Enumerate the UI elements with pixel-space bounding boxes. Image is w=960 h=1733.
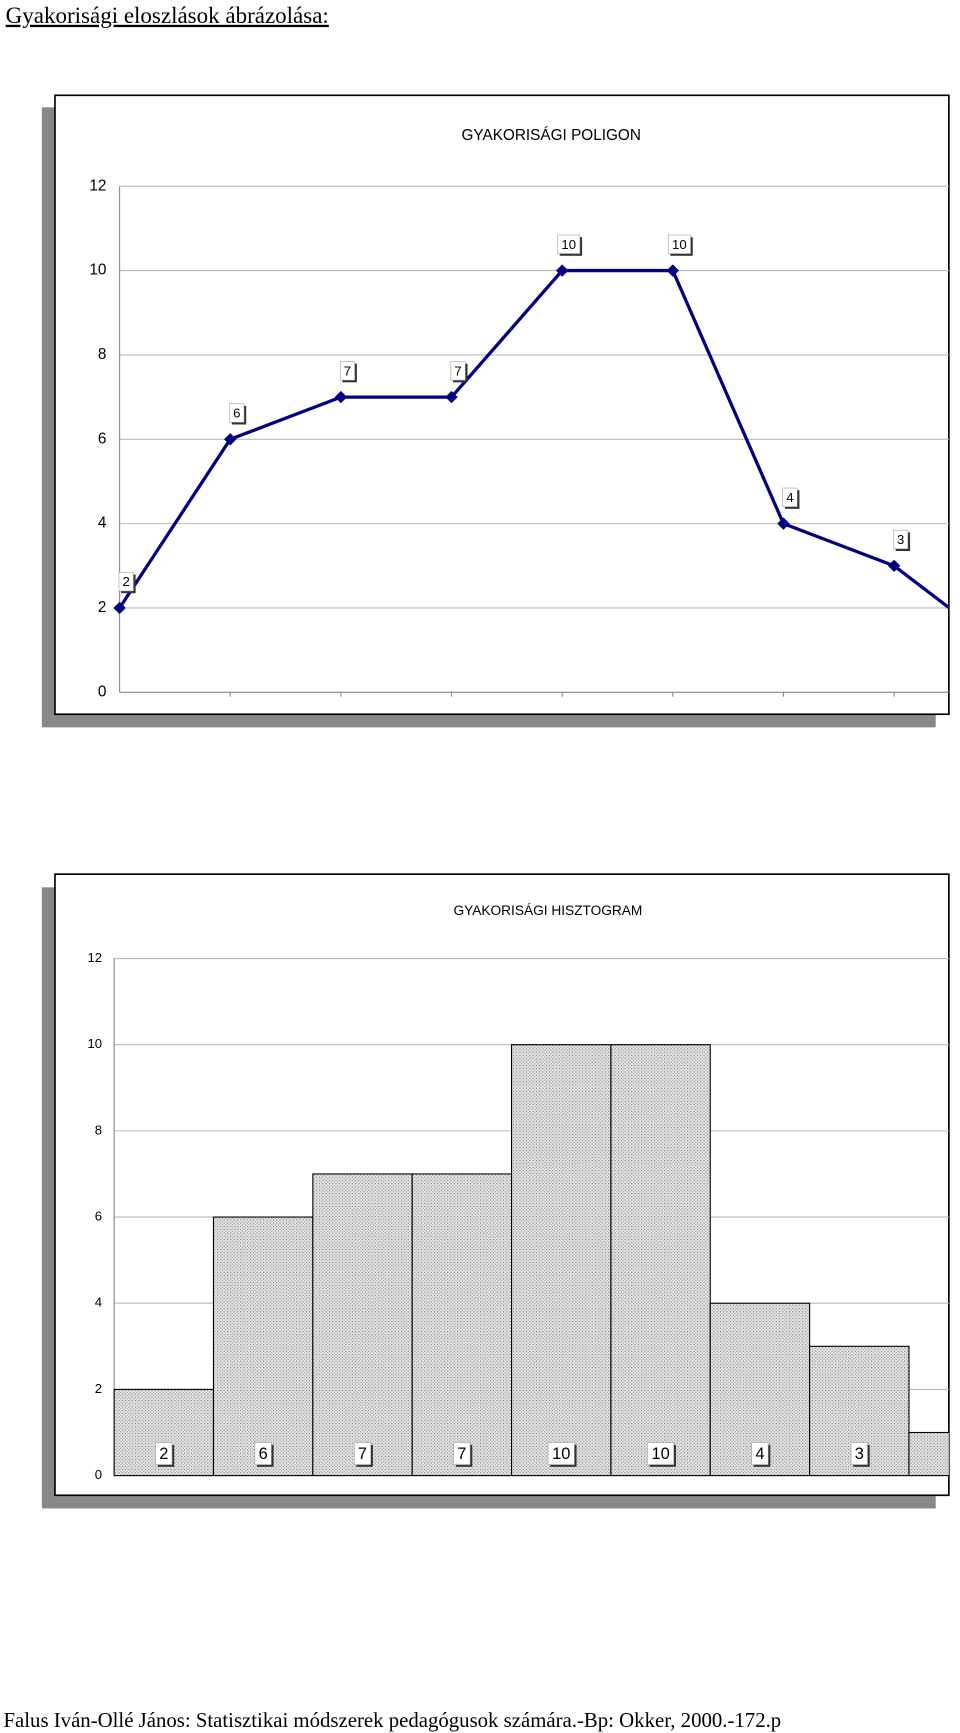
data-label-box	[155, 1442, 173, 1465]
data-label-box	[950, 1443, 960, 1465]
bar	[212, 1216, 314, 1477]
data-point	[666, 264, 679, 277]
data-label: 6	[233, 406, 240, 421]
y-tick-label: 4	[95, 1295, 102, 1310]
y-tick-label: 10	[87, 1036, 102, 1051]
data-label: 10	[561, 237, 576, 252]
y-tick-label: 8	[98, 346, 107, 363]
data-label: 7	[457, 1445, 466, 1463]
data-label-box	[450, 361, 466, 381]
data-label-box	[667, 234, 691, 254]
y-tick-label: 12	[89, 177, 106, 194]
data-label-box	[229, 403, 245, 423]
y-tick-label: 0	[95, 1467, 102, 1482]
bar	[908, 1431, 949, 1477]
data-label-shadow	[953, 1445, 960, 1467]
y-tick-label: 6	[98, 430, 107, 447]
bar	[511, 1044, 612, 1477]
data-label: 4	[786, 490, 793, 505]
data-label-box	[354, 1442, 372, 1465]
data-label: 7	[454, 363, 461, 378]
y-tick-label: 10	[89, 262, 106, 279]
data-label-box	[751, 1442, 769, 1465]
data-label-box	[782, 487, 798, 507]
data-label: 4	[755, 1445, 764, 1463]
data-point	[887, 559, 901, 572]
chart-title: GYAKORISÁGI HISZTOGRAM	[453, 903, 642, 918]
y-tick-label: 8	[95, 1122, 102, 1137]
polygon-chart: GYAKORISÁGI POLIGON 02468101226771010431	[41, 94, 950, 728]
chart-title: GYAKORISÁGI POLIGON	[461, 127, 640, 144]
data-label-box	[647, 1442, 675, 1465]
data-label: 1	[954, 1445, 960, 1463]
data-label: 3	[897, 532, 904, 547]
y-tick-label: 0	[98, 683, 107, 700]
data-label: 7	[358, 1445, 367, 1463]
data-label-box	[254, 1442, 272, 1465]
data-label: 3	[855, 1445, 864, 1463]
data-label: 10	[552, 1445, 570, 1463]
data-label-box	[339, 361, 355, 381]
data-label-box	[453, 1442, 471, 1465]
data-label-box	[118, 572, 134, 592]
data-label: 2	[159, 1445, 168, 1463]
y-tick-label: 6	[95, 1209, 102, 1224]
plot-area: 2 6 7 7 10 10 4 3 1	[113, 1044, 960, 1477]
bar	[312, 1173, 413, 1477]
data-label-box	[893, 529, 909, 550]
data-label-box	[850, 1442, 868, 1465]
bar	[411, 1173, 513, 1477]
data-point	[334, 390, 348, 404]
data-label: 7	[344, 363, 351, 378]
data-label: 2	[123, 574, 130, 589]
chart-frame	[54, 94, 950, 716]
y-tick-label: 2	[95, 1381, 102, 1396]
data-point	[445, 390, 458, 404]
page-footer: Falus Iván-Ollé János: Statisztikai móds…	[3, 1708, 781, 1732]
data-point	[777, 517, 790, 530]
histogram-chart: GYAKORISÁGI HISZTOGRAM 0 2 4 6 8 10 12 2 6 7 7 10 10…	[41, 873, 960, 1509]
data-point	[224, 433, 237, 446]
data-label: 10	[672, 237, 687, 252]
data-label: 10	[651, 1445, 669, 1463]
data-label-box	[557, 234, 581, 254]
data-label: 6	[259, 1445, 268, 1463]
y-tick-label: 12	[87, 950, 102, 965]
data-label-box	[547, 1442, 575, 1465]
bar	[610, 1044, 711, 1477]
y-tick-label: 2	[98, 599, 107, 616]
y-tick-label: 4	[98, 515, 107, 532]
page-heading: Gyakorisági eloszlások ábrázolása:	[6, 3, 329, 28]
